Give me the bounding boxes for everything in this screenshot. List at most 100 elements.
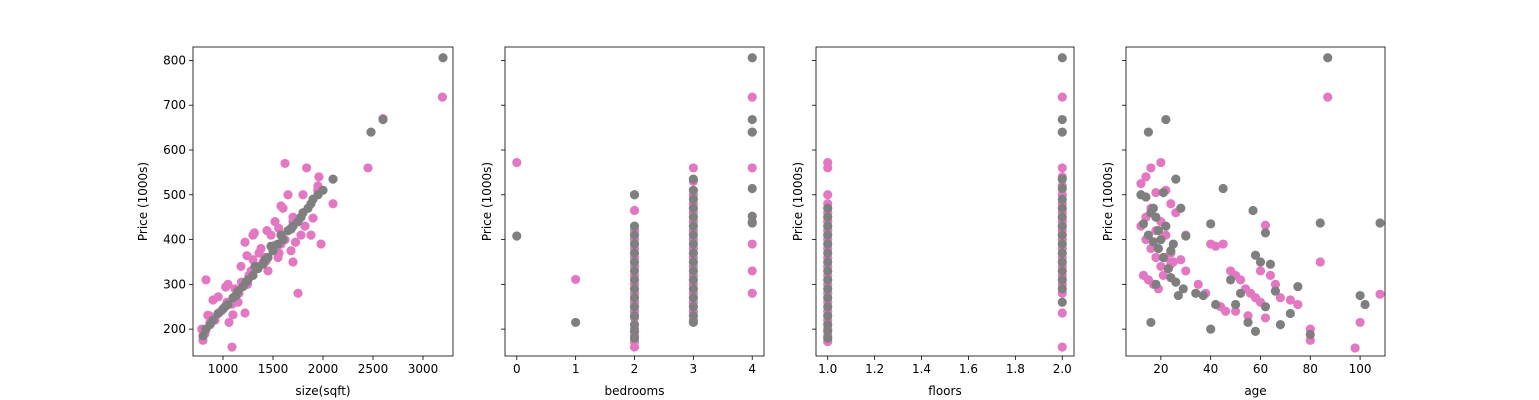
prediction-point: [1275, 320, 1286, 330]
target-point: [1168, 257, 1178, 267]
target-point: [316, 239, 326, 249]
prediction-point: [571, 317, 581, 328]
target-point: [363, 163, 373, 173]
axes-frame: [815, 46, 1075, 357]
prediction-point: [1168, 239, 1178, 249]
prediction-point: [1250, 326, 1261, 336]
prediction-point: [1143, 127, 1154, 137]
target-point: [1057, 163, 1067, 173]
target-point: [1218, 239, 1228, 249]
prediction-point: [688, 212, 698, 222]
prediction-point: [688, 266, 698, 276]
prediction-point: [1146, 208, 1156, 218]
target-point: [290, 237, 301, 247]
prediction-point: [629, 257, 640, 267]
x-tick-label: 40: [1203, 362, 1218, 376]
prediction-point: [688, 194, 698, 204]
target-point: [1151, 252, 1161, 263]
prediction-point: [688, 239, 698, 249]
prediction-point: [1191, 288, 1201, 298]
target-point: [747, 163, 757, 173]
target-point: [278, 203, 288, 213]
target-point: [629, 205, 640, 216]
x-axis-label: bedrooms: [605, 384, 665, 398]
target-point: [629, 342, 640, 352]
target-point: [208, 295, 218, 305]
prediction-point: [1360, 299, 1370, 310]
x-tick-label: 0: [513, 362, 521, 376]
prediction-point: [629, 326, 640, 336]
x-tick-label: 60: [1253, 362, 1268, 376]
target-point: [1270, 279, 1281, 289]
target-point: [1260, 220, 1271, 230]
prediction-point: [747, 53, 757, 63]
target-point: [1151, 187, 1161, 198]
target-point: [1221, 306, 1231, 316]
prediction-point: [1218, 183, 1228, 194]
target-point: [1057, 342, 1067, 352]
prediction-point: [1158, 252, 1168, 263]
x-tick-label: 1.6: [959, 362, 978, 376]
prediction-point: [1057, 174, 1067, 184]
prediction-point: [512, 231, 522, 241]
target-point: [302, 163, 312, 173]
target-point: [283, 190, 293, 200]
x-tick-label: 80: [1303, 362, 1318, 376]
target-point: [1323, 92, 1333, 102]
target-point: [747, 288, 757, 298]
x-axis-label: size(sqft): [295, 384, 350, 398]
prediction-point: [220, 302, 230, 312]
target-point: [823, 190, 833, 200]
prediction-point: [1141, 192, 1151, 202]
target-point: [240, 237, 250, 247]
target-point: [823, 163, 833, 173]
prediction-point: [629, 284, 640, 294]
prediction-point: [629, 302, 640, 312]
x-tick-label: 3: [690, 362, 698, 376]
prediction-point: [1250, 250, 1261, 260]
prediction-point: [1057, 248, 1067, 258]
prediction-point: [629, 221, 640, 231]
y-tick-label: 500: [163, 188, 186, 202]
prediction-point: [1206, 324, 1216, 334]
target-point: [270, 217, 280, 227]
prediction-point: [1057, 275, 1067, 285]
target-point: [1166, 199, 1176, 209]
prediction-point: [241, 277, 251, 287]
x-tick-label: 2: [631, 362, 639, 376]
target-point: [228, 310, 238, 320]
target-point: [688, 163, 698, 173]
prediction-point: [688, 284, 698, 294]
prediction-point: [688, 257, 698, 267]
prediction-point: [1057, 239, 1067, 249]
target-point: [280, 158, 290, 169]
target-point: [1355, 317, 1365, 328]
prediction-point: [1211, 299, 1221, 310]
prediction-point: [688, 185, 698, 195]
prediction-point: [688, 311, 698, 321]
prediction-point: [1057, 257, 1067, 267]
prediction-point: [747, 127, 757, 137]
target-point: [1230, 306, 1241, 316]
target-point: [296, 230, 306, 240]
prediction-point: [1255, 257, 1266, 267]
target-point: [300, 221, 310, 231]
target-point: [248, 230, 258, 240]
x-tick-label: 2.0: [1053, 362, 1072, 376]
axes-frame: [192, 46, 454, 357]
prediction-point: [1148, 237, 1158, 247]
y-axis-label: Price (1000s): [480, 162, 494, 241]
target-point: [747, 239, 757, 249]
prediction-point: [248, 270, 258, 280]
prediction-point: [1166, 273, 1176, 283]
target-point: [293, 288, 303, 298]
target-point: [286, 246, 296, 256]
prediction-point: [1248, 205, 1258, 216]
prediction-point: [823, 266, 833, 276]
prediction-point: [629, 275, 640, 285]
y-tick-label: 700: [163, 98, 186, 112]
target-point: [1315, 257, 1325, 267]
target-point: [306, 230, 316, 240]
prediction-point: [1323, 53, 1333, 63]
